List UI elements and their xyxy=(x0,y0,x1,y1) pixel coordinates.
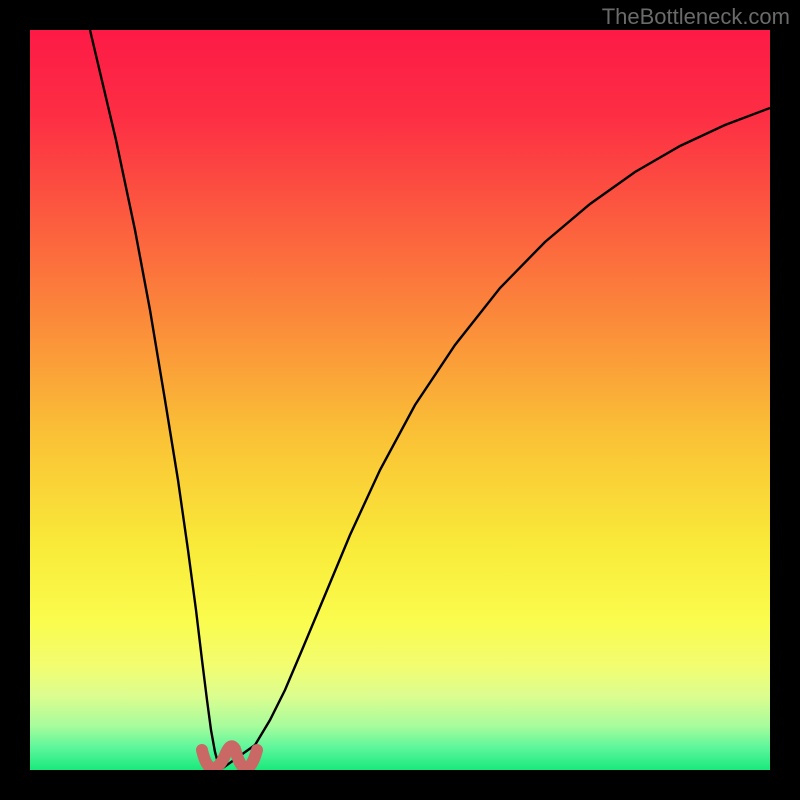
gradient-background xyxy=(30,30,770,770)
plot-area xyxy=(30,30,770,770)
watermark-text: TheBottleneck.com xyxy=(602,4,790,30)
chart-svg xyxy=(30,30,770,770)
chart-container: TheBottleneck.com xyxy=(0,0,800,800)
